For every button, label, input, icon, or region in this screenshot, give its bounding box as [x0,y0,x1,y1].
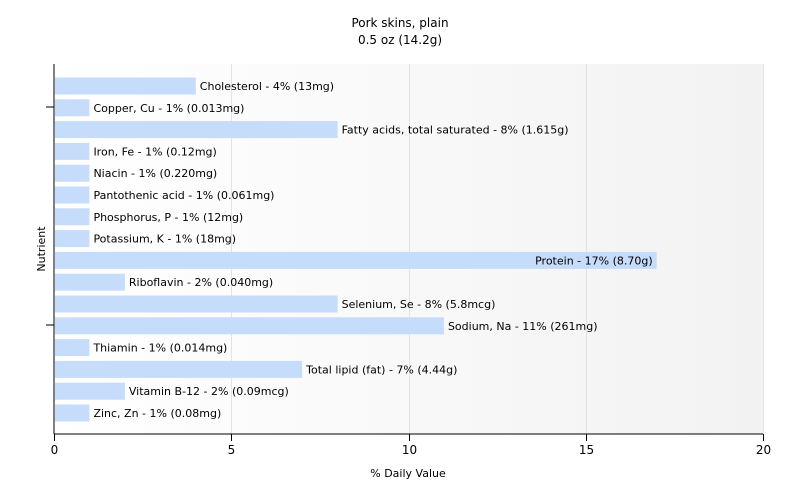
axes [46,64,763,435]
plot-area [54,64,763,434]
bar-label: Zinc, Zn - 1% (0.08mg) [93,407,221,420]
bar [55,142,90,160]
x-tick-label: 0 [51,443,59,457]
bar-label: Riboflavin - 2% (0.040mg) [129,276,273,289]
x-tick-label: 10 [402,443,417,457]
y-axis-title: Nutrient [35,226,48,272]
bar [55,251,657,269]
bar-label: Potassium, K - 1% (18mg) [93,233,236,246]
bar-label: Phosphorus, P - 1% (12mg) [93,211,243,224]
bar-label: Protein - 17% (8.70g) [535,254,653,267]
bar [55,230,90,248]
bar-label: Cholesterol - 4% (13mg) [200,80,334,93]
bar [55,404,90,422]
chart-subtitle: 0.5 oz (14.2g) [358,33,442,47]
bar-label: Niacin - 1% (0.220mg) [93,167,217,180]
bar [55,382,125,400]
bar-label: Thiamin - 1% (0.014mg) [92,342,227,355]
x-tick-label: 15 [579,443,594,457]
bar-label: Iron, Fe - 1% (0.12mg) [93,145,216,158]
bar-label: Fatty acids, total saturated - 8% (1.615… [342,124,569,137]
x-axis-title: % Daily Value [370,467,446,480]
bar [55,186,90,204]
bar [55,360,303,378]
x-ticks: 0 5 10 15 20 [51,434,771,457]
bar [55,99,90,117]
chart-title: Pork skins, plain [351,16,448,30]
bar [55,317,444,335]
bar-label: Total lipid (fat) - 7% (4.44g) [305,363,457,376]
bar [55,273,125,291]
bar [55,339,90,357]
bar [55,164,90,182]
bar-label: Selenium, Se - 8% (5.8mcg) [342,298,496,311]
x-tick-label: 5 [228,443,236,457]
bar [55,121,338,139]
bar-label: Vitamin B-12 - 2% (0.09mcg) [129,385,289,398]
bar [55,77,196,95]
x-tick-label: 20 [756,443,771,457]
bar-label: Pantothenic acid - 1% (0.061mg) [93,189,274,202]
bars: Cholesterol - 4% (13mg) Copper, Cu - 1% (… [55,77,657,422]
bar-label: Copper, Cu - 1% (0.013mg) [93,102,244,115]
bar [55,295,338,313]
bar-label: Sodium, Na - 11% (261mg) [448,320,598,333]
bar [55,208,90,226]
